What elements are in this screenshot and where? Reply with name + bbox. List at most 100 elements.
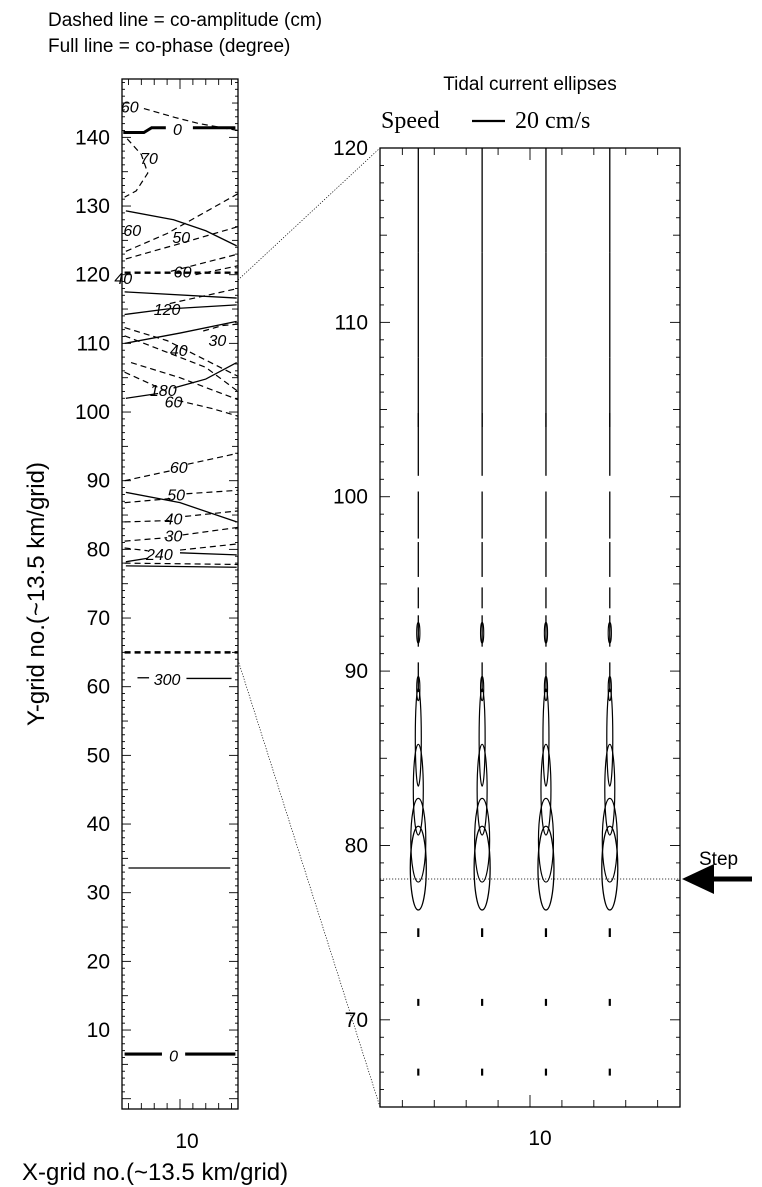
ellipse-marks [409, 148, 619, 1076]
ellipse [478, 687, 486, 787]
co-amplitude-label: 30 [165, 529, 183, 546]
ellipse [479, 675, 485, 702]
co-amplitude-line [124, 547, 148, 552]
ellipse-panel-frame [379, 147, 681, 1108]
co-phase-line [125, 392, 159, 399]
co-phase-line [123, 126, 166, 135]
co-amplitude-line [125, 193, 239, 252]
co-amplitude-label: 40 [165, 511, 183, 528]
co-amplitude-line [185, 510, 239, 518]
co-amplitude-line [124, 562, 239, 566]
co-amplitude-line [124, 138, 149, 198]
co-amplitude-line [124, 469, 173, 482]
co-phase-line [124, 291, 237, 299]
ellipse [414, 687, 422, 787]
co-amplitude-line [130, 362, 239, 401]
y-tick-label: 20 [87, 950, 110, 973]
ellipse-panel: Tidal current ellipses Speed 20 cm/s 70 8… [333, 74, 752, 1150]
y-tick-label: 80 [87, 538, 110, 561]
legend-dashed: Dashed line = co-amplitude (cm) [48, 10, 322, 31]
y-tick-label: 100 [333, 486, 368, 509]
y-tick-label: 50 [87, 744, 110, 767]
step-arrow [682, 864, 752, 894]
co-amplitude-line [124, 371, 168, 392]
co-amplitude-label: 60 [174, 264, 192, 281]
y-tick-label: 10 [87, 1019, 110, 1042]
co-amplitude-line [124, 537, 168, 542]
ellipse-y-tick-labels: 70 80 90 100 110 120 [333, 137, 368, 1032]
y-tick-label: 90 [345, 660, 368, 683]
x-axis-label: X-grid no.(~13.5 km/grid) [22, 1159, 288, 1186]
co-amplitude-label: 40 [170, 343, 188, 360]
co-phase-label: 0 [169, 1048, 178, 1065]
co-amplitude-line [170, 253, 239, 272]
co-amplitude-line [203, 323, 239, 332]
y-tick-label: 110 [77, 332, 110, 355]
co-phase-line [179, 552, 237, 556]
ellipse [601, 825, 619, 911]
co-phase-label: 300 [154, 672, 181, 689]
co-amplitude-line [187, 452, 239, 465]
co-phase-label: 180 [150, 383, 177, 400]
step-arrow-head [682, 864, 714, 894]
y-tick-label: 130 [75, 195, 110, 218]
ellipse [410, 797, 427, 883]
ellipse [473, 825, 491, 911]
contour-axis-ticks [122, 79, 238, 1109]
legend-full: Full line = co-phase (degree) [48, 36, 290, 57]
ellipse [476, 743, 488, 836]
ellipse-axis-ticks [380, 147, 680, 1108]
y-tick-label: 70 [87, 607, 110, 630]
contour-lines [123, 107, 239, 1056]
co-amplitude-line [143, 107, 239, 132]
co-amplitude-label: 30 [208, 333, 226, 350]
co-phase-line [125, 491, 237, 523]
co-amplitude-line [124, 326, 239, 377]
co-amplitude-line [177, 399, 239, 417]
ellipse [543, 675, 549, 702]
speed-label: Speed [381, 108, 440, 134]
ellipse [542, 687, 550, 787]
co-phase-label: 0 [173, 122, 182, 139]
co-phase-line [125, 210, 237, 247]
ellipse-x-tick-label-10: 10 [528, 1127, 551, 1150]
step-label: Step [699, 849, 738, 870]
y-tick-label: 80 [345, 834, 368, 857]
y-tick-label: 110 [335, 311, 368, 334]
ellipse [607, 621, 612, 644]
co-amplitude-label: 70 [140, 151, 158, 168]
y-tick-label: 30 [87, 882, 110, 905]
y-axis-label: Y-grid no.(~13.5 km/grid) [23, 462, 50, 726]
ellipse [537, 825, 555, 911]
co-phase-label: 240 [145, 547, 173, 564]
co-amplitude-label: 60 [121, 99, 139, 116]
co-phase-line [125, 565, 237, 568]
co-amplitude-label: 60 [165, 395, 183, 412]
co-amplitude-label: 60 [170, 460, 188, 477]
co-phase-line [124, 320, 237, 345]
co-amplitude-label: 50 [172, 230, 190, 247]
ellipse [409, 825, 427, 911]
co-amplitude-line [124, 335, 239, 392]
co-amplitude-line [182, 526, 239, 536]
ellipse [607, 675, 612, 702]
ellipse [416, 621, 421, 644]
y-tick-label: 140 [75, 126, 110, 149]
co-amplitude-line [195, 265, 239, 276]
y-tick-label: 120 [75, 264, 110, 287]
co-phase-line [125, 557, 148, 563]
co-amplitude-line [124, 497, 172, 504]
contour-x-tick-label-10: 10 [175, 1130, 198, 1153]
y-tick-label: 40 [87, 813, 110, 836]
ellipse [543, 621, 549, 644]
co-amplitude-label: 40 [114, 271, 132, 288]
y-tick-label: 70 [345, 1009, 368, 1032]
co-amplitude-label: 60 [123, 223, 141, 240]
zoom-connector [237, 147, 381, 1108]
y-tick-label: 100 [75, 401, 110, 424]
y-tick-label: 90 [87, 470, 110, 493]
ellipse [601, 797, 618, 883]
